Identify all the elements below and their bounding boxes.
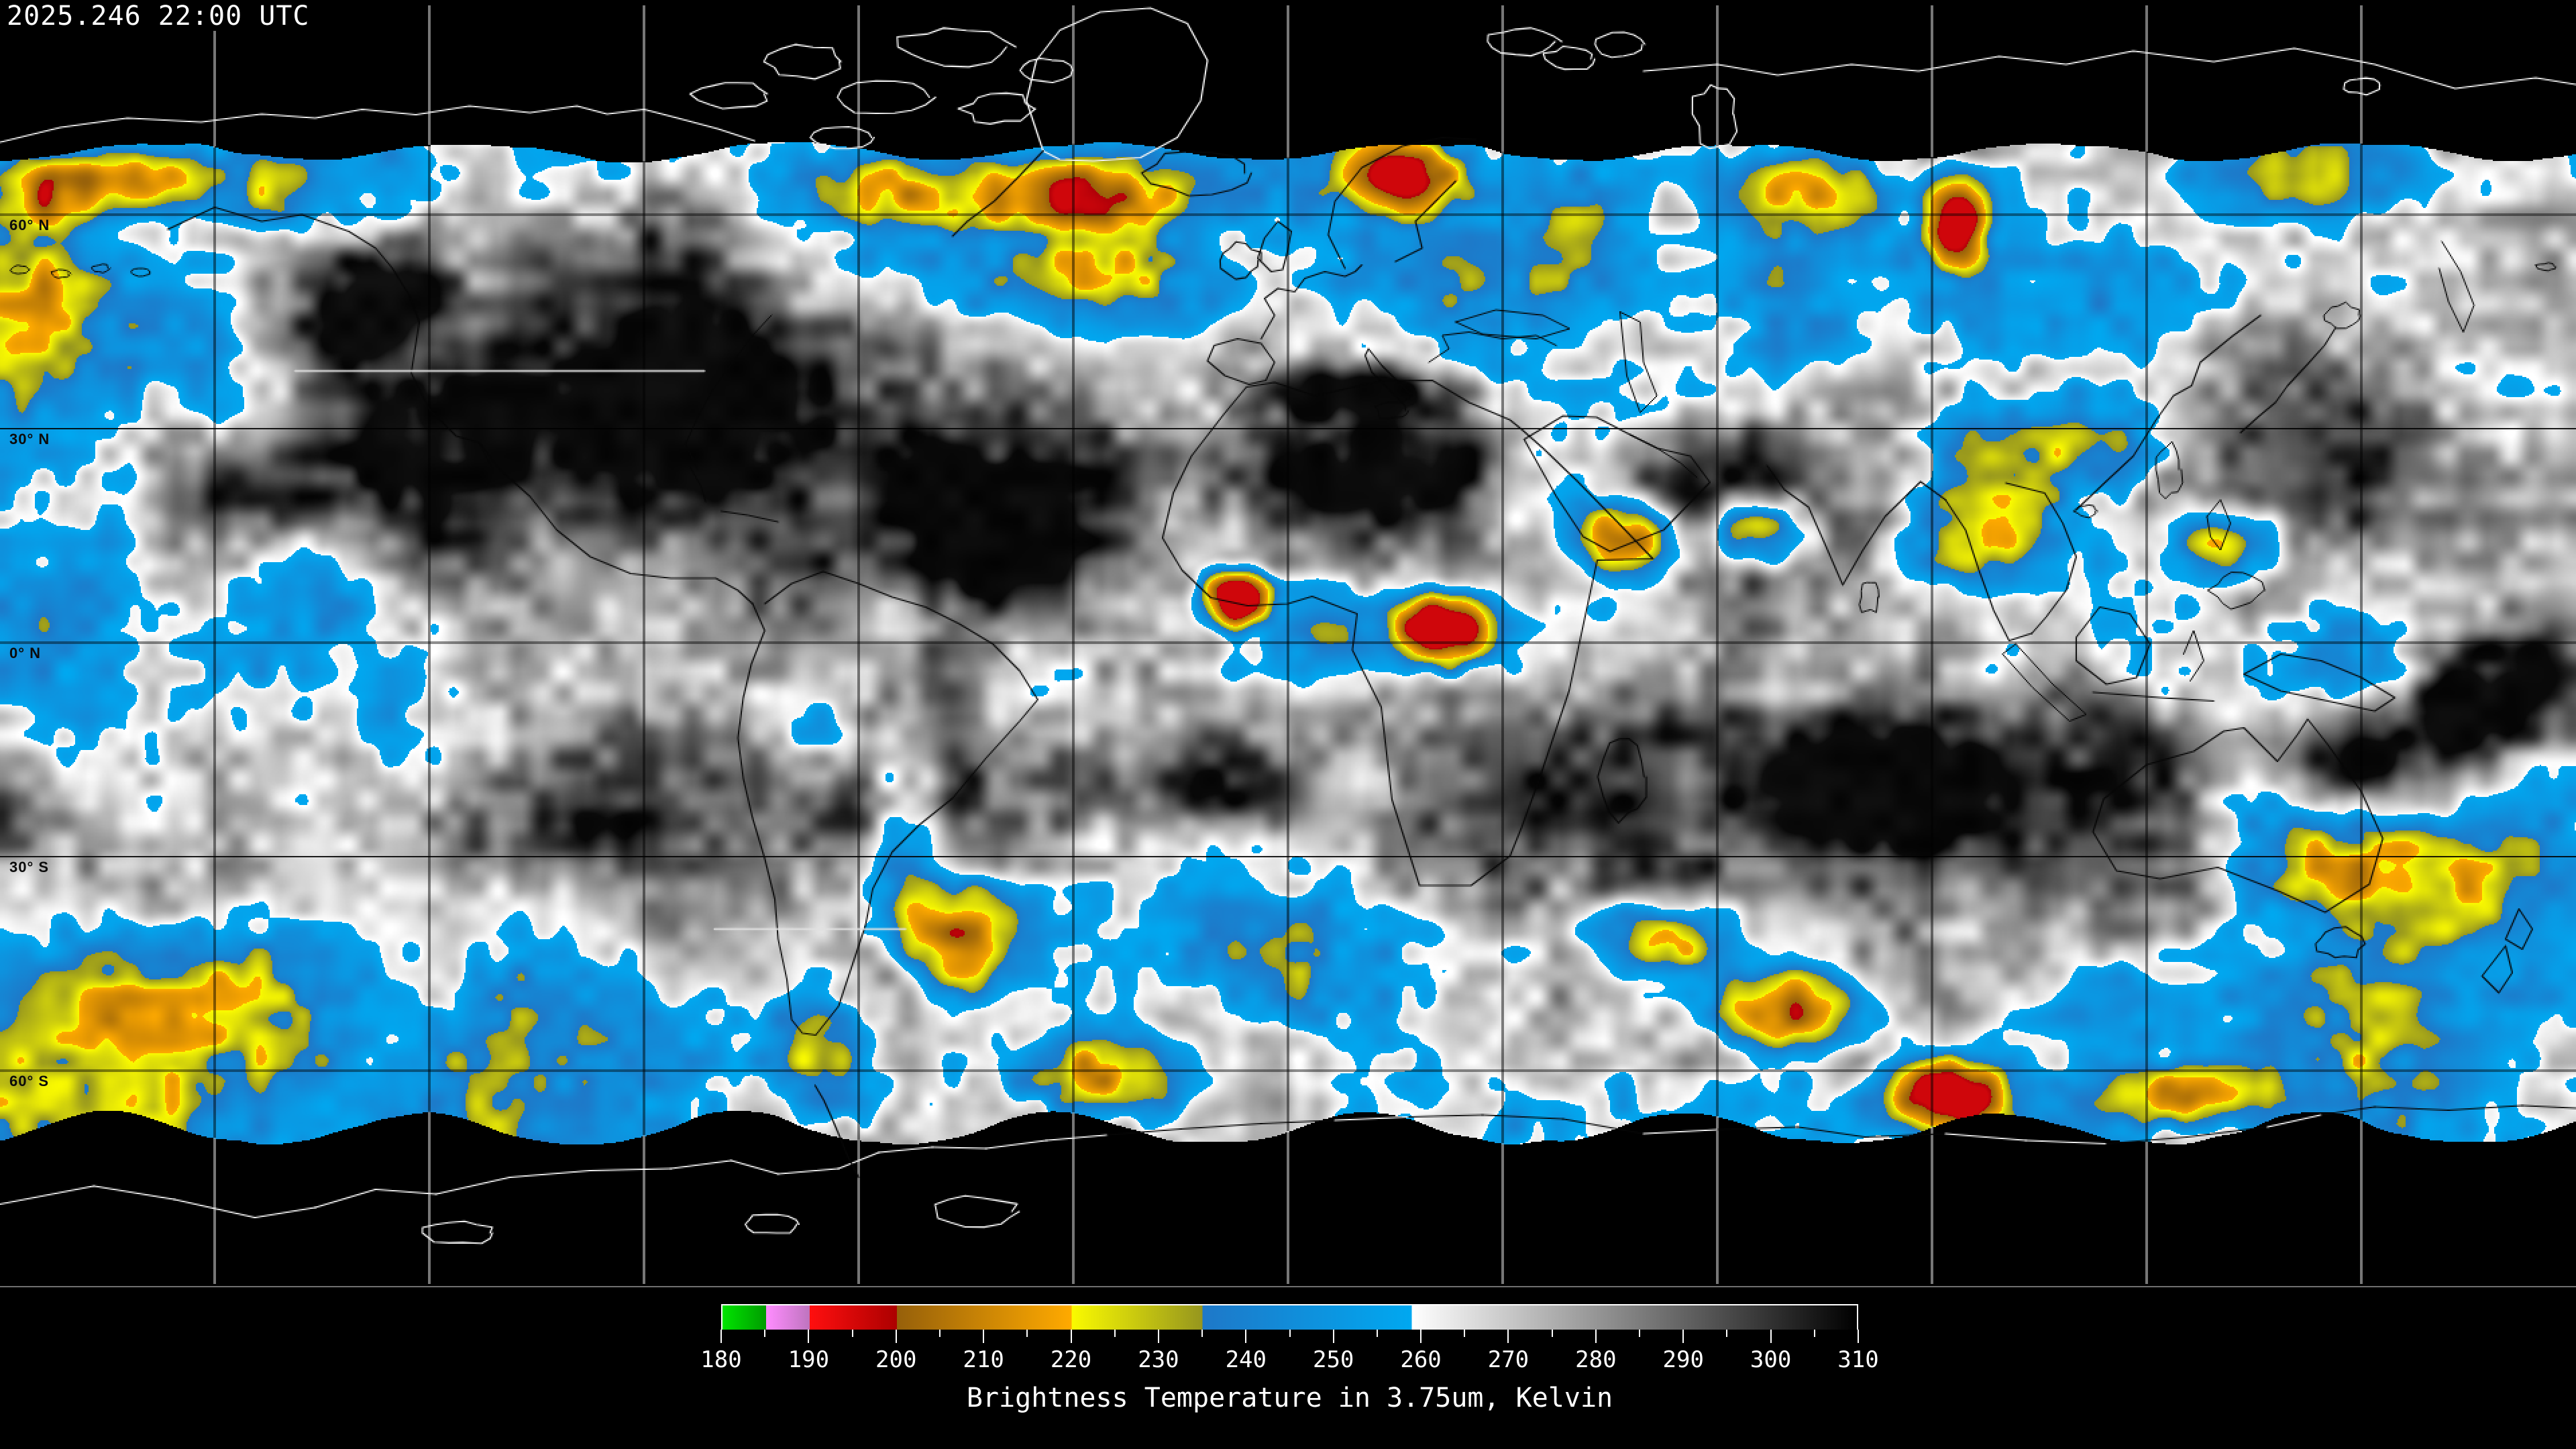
colorbar-tick xyxy=(983,1330,985,1343)
latitude-label: 30° S xyxy=(9,859,50,875)
latitude-label: 60° S xyxy=(9,1073,50,1089)
colorbar-tick-label: 190 xyxy=(788,1346,830,1373)
colorbar-tick xyxy=(1507,1330,1509,1343)
colorbar-tick-label: 230 xyxy=(1138,1346,1179,1373)
colorbar-tick xyxy=(1726,1330,1728,1337)
colorbar-tick xyxy=(1813,1330,1815,1337)
colorbar-gradient xyxy=(721,1304,1858,1330)
colorbar-tick xyxy=(1201,1330,1203,1337)
timestamp: 2025.246 22:00 UTC xyxy=(7,1,310,32)
colorbar-tick xyxy=(1858,1330,1859,1343)
colorbar-tick xyxy=(895,1330,897,1343)
colorbar-tick xyxy=(851,1330,853,1337)
colorbar-tick-label: 270 xyxy=(1487,1346,1529,1373)
colorbar-tick xyxy=(1245,1330,1247,1343)
satellite-map-canvas xyxy=(0,0,2576,1295)
colorbar-tick-label: 300 xyxy=(1750,1346,1792,1373)
latitude-label: 30° N xyxy=(9,431,50,447)
colorbar-tick xyxy=(1464,1330,1466,1337)
colorbar-tick xyxy=(1770,1330,1772,1343)
colorbar-tick xyxy=(1682,1330,1684,1343)
colorbar-tick-label: 280 xyxy=(1575,1346,1617,1373)
colorbar-tick-label: 260 xyxy=(1400,1346,1442,1373)
colorbar-tick xyxy=(1114,1330,1116,1337)
colorbar-tick-label: 180 xyxy=(700,1346,742,1373)
colorbar-tick xyxy=(1332,1330,1334,1343)
colorbar-caption: Brightness Temperature in 3.75um, Kelvin xyxy=(966,1383,1613,1413)
colorbar-tick xyxy=(1639,1330,1641,1337)
latitude-label: 0° N xyxy=(9,645,42,661)
latitude-label: 60° N xyxy=(9,217,50,233)
colorbar-tick-label: 310 xyxy=(1837,1346,1879,1373)
colorbar-tick-label: 200 xyxy=(875,1346,917,1373)
colorbar-tick xyxy=(1289,1330,1291,1337)
colorbar-tick xyxy=(1595,1330,1597,1343)
colorbar-tick xyxy=(764,1330,766,1337)
map-bottom-divider xyxy=(0,1286,2576,1287)
colorbar-tick xyxy=(1157,1330,1159,1343)
colorbar-tick-label: 240 xyxy=(1225,1346,1267,1373)
colorbar-tick-label: 250 xyxy=(1312,1346,1354,1373)
colorbar-tick xyxy=(1070,1330,1072,1343)
colorbar-tick xyxy=(1026,1330,1028,1337)
colorbar-tick xyxy=(1420,1330,1422,1343)
colorbar-tick xyxy=(1551,1330,1553,1337)
colorbar-tick-label: 210 xyxy=(963,1346,1004,1373)
colorbar-tick-label: 220 xyxy=(1050,1346,1092,1373)
colorbar-tick xyxy=(938,1330,941,1337)
colorbar-tick-label: 290 xyxy=(1662,1346,1704,1373)
colorbar-tick xyxy=(808,1330,810,1343)
colorbar-tick xyxy=(1376,1330,1378,1337)
colorbar-tick xyxy=(720,1330,722,1343)
